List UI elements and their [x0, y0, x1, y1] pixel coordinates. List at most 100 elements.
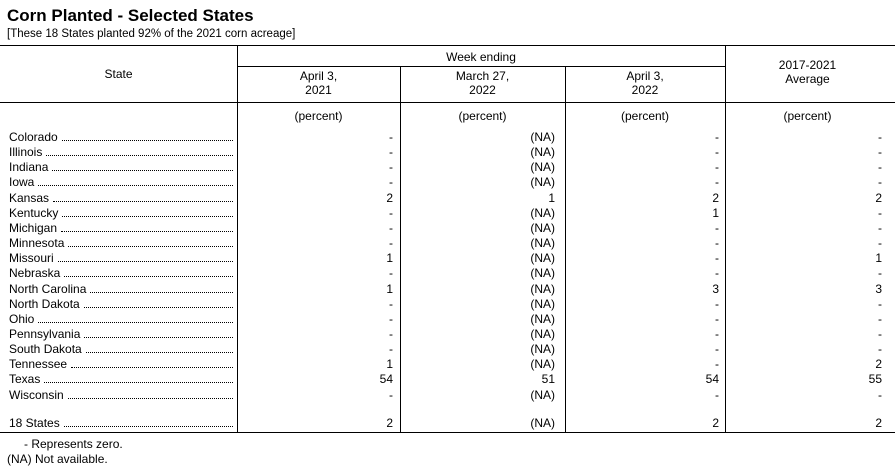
cell-value: - [878, 342, 882, 357]
leader-dots [71, 367, 233, 369]
cell-value: - [878, 311, 882, 326]
rule [0, 432, 895, 433]
state-name: North Carolina [9, 281, 87, 296]
cell-value: - [389, 205, 393, 220]
cell-value: (NA) [530, 387, 555, 402]
cell-value: - [878, 266, 882, 281]
state-name: Nebraska [9, 266, 61, 281]
group-header: Week ending [446, 50, 516, 64]
cell-value: (NA) [530, 311, 555, 326]
cell-value: - [715, 296, 719, 311]
title: Corn Planted - Selected States [7, 6, 254, 25]
column-header: 2021 [305, 83, 332, 97]
column-rule [237, 45, 238, 432]
cell-value: (NA) [530, 220, 555, 235]
cell-value: 2 [712, 416, 719, 430]
cell-value: - [715, 175, 719, 190]
state-name: Indiana [9, 160, 49, 175]
state-name: Minnesota [9, 236, 65, 251]
cell-value: - [389, 326, 393, 341]
cell-value: - [715, 311, 719, 326]
unit-label: (percent) [458, 109, 507, 123]
column-header: April 3, [626, 69, 664, 83]
cell-value: - [878, 130, 882, 144]
leader-dots [58, 261, 233, 263]
cell-value: - [389, 145, 393, 160]
cell-value: - [389, 175, 393, 190]
leader-dots [44, 382, 233, 384]
state-name: North Dakota [9, 296, 80, 311]
cell-value: 1 [386, 357, 393, 372]
cell-value: 3 [712, 281, 719, 296]
cell-value: (NA) [530, 266, 555, 281]
cell-value: 3 [875, 281, 882, 296]
unit-label: (percent) [620, 109, 670, 123]
rule [0, 102, 895, 103]
column-rule [565, 66, 566, 432]
cell-value: - [878, 296, 882, 311]
leader-dots [90, 291, 233, 293]
cell-value: - [389, 266, 393, 281]
leader-dots [38, 185, 233, 187]
leader-dots [84, 306, 233, 308]
column-header: Average [785, 72, 830, 86]
cell-value: 2 [875, 190, 882, 205]
cell-value: - [715, 342, 719, 357]
cell-value: (NA) [530, 296, 555, 311]
cell-value: 54 [705, 372, 719, 387]
cell-value: (NA) [530, 357, 555, 372]
cell-value: (NA) [530, 145, 555, 160]
column-header: 2022 [469, 83, 496, 97]
cell-value: (NA) [530, 342, 555, 357]
cell-value: (NA) [530, 160, 555, 175]
cell-value: - [878, 220, 882, 235]
cell-value: - [878, 145, 882, 160]
state-name: Illinois [9, 145, 43, 160]
rule [237, 66, 725, 67]
cell-value: - [878, 236, 882, 251]
cell-value: (NA) [530, 130, 555, 144]
cell-value: 1 [548, 190, 555, 205]
cell-value: (NA) [530, 416, 555, 430]
leader-dots [38, 321, 233, 323]
cell-value: - [878, 160, 882, 175]
leader-dots [62, 215, 233, 217]
cell-value: - [878, 326, 882, 341]
leader-dots [68, 246, 233, 248]
state-header: State [104, 67, 133, 81]
cell-value: - [715, 160, 719, 175]
cell-value: 1 [875, 251, 882, 266]
cell-value: (NA) [530, 236, 555, 251]
cell-value: 1 [386, 281, 393, 296]
leader-dots [86, 352, 233, 354]
leader-dots [53, 200, 233, 202]
leader-dots [46, 155, 233, 157]
leader-dots [52, 170, 233, 172]
state-name: Tennessee [9, 357, 68, 372]
state-name: 18 States [9, 416, 60, 430]
cell-value: (NA) [530, 251, 555, 266]
leader-dots [64, 426, 233, 427]
cell-value: 54 [379, 372, 393, 387]
cell-value: - [389, 236, 393, 251]
cell-value: - [878, 205, 882, 220]
cell-value: - [715, 130, 719, 144]
state-name: Ohio [9, 311, 35, 326]
cell-value: (NA) [530, 281, 555, 296]
cell-value: (NA) [530, 326, 555, 341]
state-name: Wisconsin [9, 387, 64, 402]
cell-value: 51 [541, 372, 555, 387]
cell-value: - [389, 342, 393, 357]
cell-value: - [715, 266, 719, 281]
cell-value: 2 [386, 190, 393, 205]
leader-dots [68, 397, 233, 399]
state-name: Iowa [9, 175, 35, 190]
cell-value: 2 [386, 416, 393, 430]
cell-value: - [715, 236, 719, 251]
cell-value: - [715, 145, 719, 160]
column-rule [400, 66, 401, 432]
cell-value: - [389, 130, 393, 144]
state-name: Texas [9, 372, 41, 387]
cell-value: - [715, 387, 719, 402]
cell-value: 55 [868, 372, 882, 387]
